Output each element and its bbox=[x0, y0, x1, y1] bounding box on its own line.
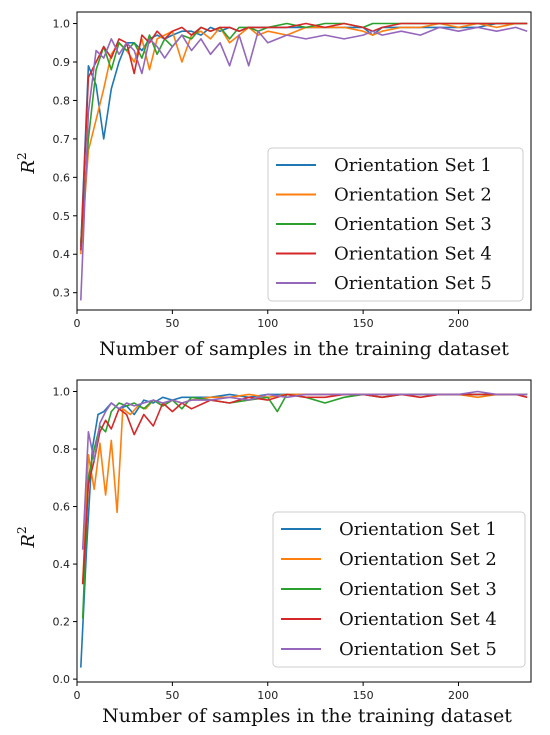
legend-label-5: Orientation Set 5 bbox=[334, 273, 492, 294]
x-tick-label: 0 bbox=[74, 689, 81, 702]
x-axis-ticks: 0 50 100 150 200 bbox=[74, 310, 469, 330]
x-tick-label: 50 bbox=[165, 317, 179, 330]
x-tick-label: 200 bbox=[448, 317, 469, 330]
x-tick-label: 50 bbox=[165, 689, 179, 702]
y-tick-label: 1.0 bbox=[53, 386, 71, 399]
series-lines bbox=[80, 390, 528, 668]
legend: Orientation Set 1 Orientation Set 2 Orient… bbox=[267, 147, 524, 302]
chart-bottom: 0 50 100 150 200 0.0 0.2 0.4 0.6 0.8 1.0 Number o… bbox=[15, 379, 532, 727]
x-axis-ticks: 0 50 100 150 200 bbox=[74, 682, 469, 702]
legend-box bbox=[267, 147, 524, 302]
y-axis-label: R2 bbox=[15, 526, 39, 548]
y-axis-label: R2 bbox=[15, 152, 39, 174]
y-axis-ticks: 0.3 0.4 0.5 0.6 0.7 0.8 0.9 1.0 bbox=[53, 18, 77, 300]
y-tick-label: 0.5 bbox=[53, 210, 71, 223]
legend-label-2: Orientation Set 2 bbox=[339, 549, 497, 570]
y-tick-label: 0.4 bbox=[53, 558, 71, 571]
series-line-2 bbox=[80, 22, 528, 255]
y-tick-label: 0.6 bbox=[53, 171, 71, 184]
legend-label-5: Orientation Set 5 bbox=[339, 639, 497, 660]
legend-label-4: Orientation Set 4 bbox=[339, 609, 497, 630]
x-tick-label: 150 bbox=[353, 317, 374, 330]
y-tick-label: 0.8 bbox=[53, 443, 71, 456]
legend-label-1: Orientation Set 1 bbox=[334, 155, 492, 176]
y-tick-label: 0.3 bbox=[53, 287, 71, 300]
legend-label-3: Orientation Set 3 bbox=[334, 214, 492, 235]
series-lines bbox=[80, 22, 528, 301]
y-tick-label: 0.0 bbox=[53, 673, 71, 686]
y-tick-label: 1.0 bbox=[53, 18, 71, 31]
y-axis-ticks: 0.0 0.2 0.4 0.6 0.8 1.0 bbox=[53, 386, 77, 686]
x-tick-label: 100 bbox=[257, 317, 278, 330]
x-tick-label: 100 bbox=[257, 689, 278, 702]
legend-box bbox=[272, 511, 526, 668]
x-axis-label: Number of samples in the training datase… bbox=[99, 338, 509, 360]
legend-label-4: Orientation Set 4 bbox=[334, 244, 492, 265]
series-line-4 bbox=[81, 393, 528, 585]
legend-label-1: Orientation Set 1 bbox=[339, 519, 497, 540]
y-tick-label: 0.8 bbox=[53, 94, 71, 107]
y-tick-label: 0.7 bbox=[53, 133, 71, 146]
x-tick-label: 0 bbox=[74, 317, 81, 330]
series-line-4 bbox=[80, 22, 528, 251]
legend: Orientation Set 1 Orientation Set 2 Orient… bbox=[272, 511, 526, 668]
chart-top: 0 50 100 150 200 0.3 0.4 0.5 0.6 0.7 0.8 0.9 1.0 Nu… bbox=[15, 11, 532, 360]
y-tick-label: 0.9 bbox=[53, 56, 71, 69]
y-tick-label: 0.6 bbox=[53, 501, 71, 514]
plot-frame bbox=[76, 379, 532, 683]
plot-frame bbox=[76, 11, 532, 311]
y-tick-label: 0.4 bbox=[53, 248, 71, 261]
x-axis-label: Number of samples in the training datase… bbox=[102, 705, 512, 727]
x-tick-label: 150 bbox=[353, 689, 374, 702]
legend-label-3: Orientation Set 3 bbox=[339, 579, 497, 600]
series-line-5 bbox=[80, 26, 528, 301]
x-tick-label: 200 bbox=[448, 689, 469, 702]
series-line-5 bbox=[81, 390, 528, 550]
legend-label-2: Orientation Set 2 bbox=[334, 185, 492, 206]
y-tick-label: 0.2 bbox=[53, 616, 71, 629]
